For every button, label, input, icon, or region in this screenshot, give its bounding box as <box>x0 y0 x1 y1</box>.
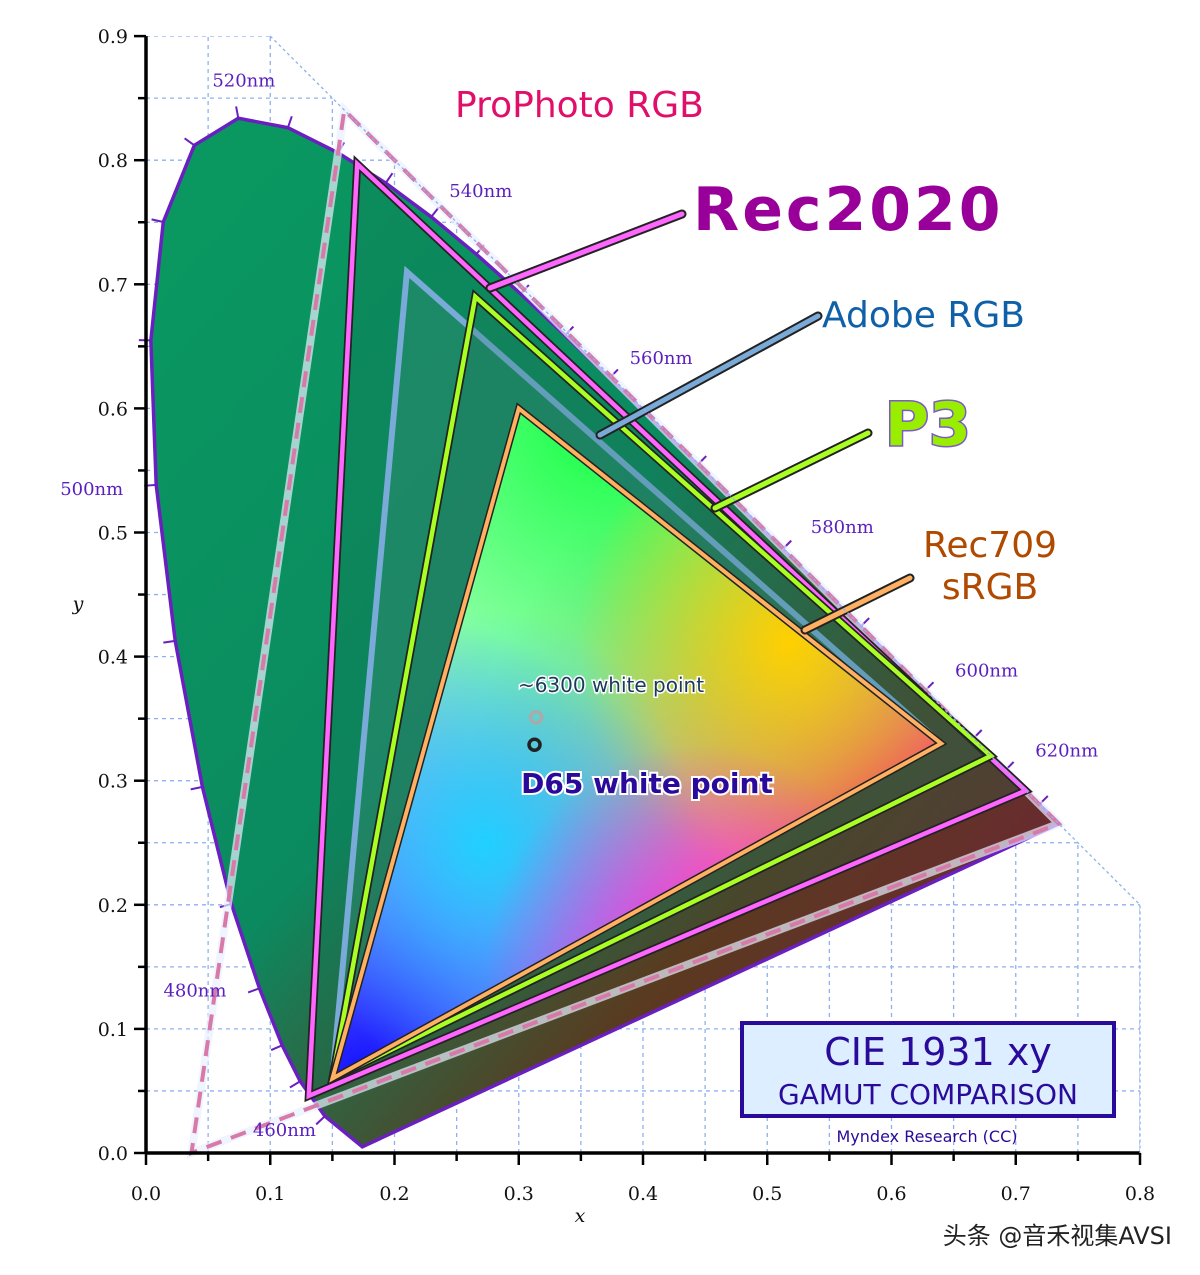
grid-boundary <box>269 35 1141 1153</box>
wavelength-tick <box>289 1080 301 1089</box>
wavelength-label-500: 500nm <box>60 479 123 500</box>
x-tick-label: 0.1 <box>255 1183 285 1205</box>
gamut-p3 <box>329 292 995 1083</box>
callout-line-rec709-srgb <box>802 575 913 633</box>
wavelength-tick <box>247 987 260 994</box>
gamut-label-rec2020: Rec2020 <box>693 175 1003 245</box>
gamut-color-fill <box>332 408 942 1079</box>
white-point-6300-label: ~6300 white point <box>518 673 704 697</box>
y-tick-label: 0.6 <box>98 398 128 420</box>
wavelength-tick <box>235 106 240 119</box>
title-box <box>740 1021 1116 1118</box>
y-tick-label: 0.9 <box>98 26 128 48</box>
wavelength-tick <box>190 785 203 791</box>
callout-line-rec2020 <box>487 211 685 291</box>
gamut-prophoto-rgb <box>189 105 1063 1156</box>
watermark: 头条 @音禾视集AVSI <box>943 1222 1172 1250</box>
y-axis-label: y <box>72 593 84 615</box>
white-point-marker <box>527 737 542 752</box>
callout-line-p3 <box>712 430 871 511</box>
gamut-rec2020 <box>306 158 1030 1100</box>
wavelength-tick <box>163 639 176 644</box>
wavelength-label-460: 460nm <box>253 1120 316 1141</box>
wavelength-label-480: 480nm <box>163 980 226 1001</box>
wavelength-tick <box>286 116 293 129</box>
wavelength-label-520: 520nm <box>212 70 275 91</box>
y-tick-label: 0.1 <box>98 1019 128 1041</box>
callout-line-adobe-rgb <box>597 313 821 438</box>
wavelength-tick <box>315 1115 326 1126</box>
x-tick-label: 0.0 <box>131 1183 161 1205</box>
x-tick-label: 0.2 <box>379 1183 409 1205</box>
y-tick-label: 0.7 <box>98 274 128 296</box>
x-tick-label: 0.7 <box>1001 1183 1031 1205</box>
x-tick-label: 0.8 <box>1125 1183 1155 1205</box>
gamut-label-rec709-srgb: sRGB <box>942 567 1038 608</box>
gamut-label-adobe-rgb: Adobe RGB <box>822 295 1025 336</box>
wavelength-label-580: 580nm <box>811 517 874 538</box>
wavelength-label-560: 560nm <box>630 348 693 369</box>
gamut-label-prophoto-rgb: ProPhoto RGB <box>455 85 704 126</box>
x-tick-label: 0.6 <box>876 1183 906 1205</box>
x-tick-label: 0.3 <box>504 1183 534 1205</box>
x-tick-label: 0.5 <box>752 1183 782 1205</box>
credit-label: Myndex Research (CC) <box>837 1127 1018 1146</box>
wavelength-tick <box>151 218 164 223</box>
wavelength-label-620: 620nm <box>1035 740 1098 761</box>
y-tick-label: 0.5 <box>98 523 128 545</box>
white-point-marker <box>528 710 544 725</box>
gamut-label-p3: P3 <box>885 390 971 460</box>
y-tick-label: 0.8 <box>98 150 128 172</box>
y-tick-label: 0.2 <box>98 895 128 917</box>
wavelength-tick <box>430 206 440 218</box>
x-tick-label: 0.4 <box>628 1183 658 1205</box>
x-axis-label: x <box>575 1205 586 1227</box>
wavelength-tick <box>270 1044 283 1052</box>
chart-title: CIE 1931 xy <box>824 1030 1052 1074</box>
wavelength-tick <box>184 137 195 147</box>
y-tick-label: 0.3 <box>98 771 128 793</box>
wavelength-label-600: 600nm <box>955 661 1018 682</box>
wavelength-tick <box>384 172 394 184</box>
wavelength-label-540: 540nm <box>449 181 512 202</box>
chart-subtitle: GAMUT COMPARISON <box>778 1078 1078 1111</box>
y-tick-label: 0.4 <box>98 647 128 669</box>
gamut-rec709-srgb <box>329 404 945 1083</box>
y-tick-label: 0.0 <box>98 1143 128 1165</box>
gamut-label-rec709-srgb: Rec709 <box>923 525 1057 566</box>
white-point-d65-label: D65 white point <box>521 767 773 800</box>
